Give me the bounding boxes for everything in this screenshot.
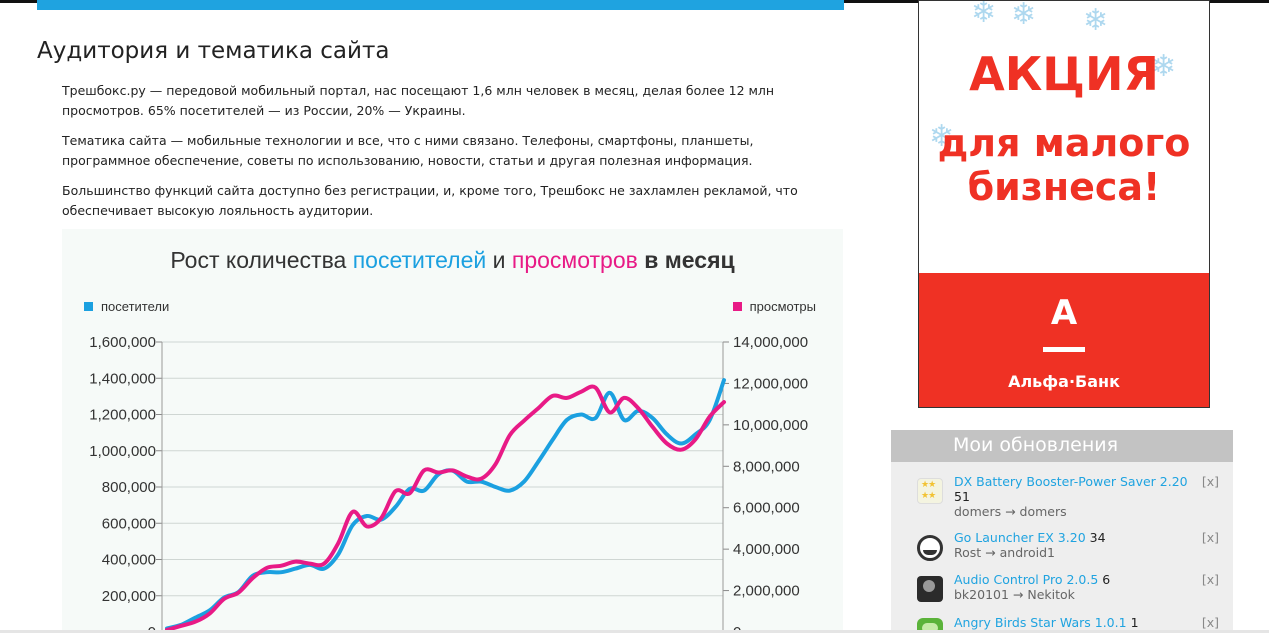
growth-chart: Рост количества посетителей и просмотров… (62, 229, 843, 633)
legend-label-views: просмотры (749, 299, 816, 314)
alfa-logo-icon: А (1050, 293, 1078, 333)
update-app-name[interactable]: Audio Control Pro 2.0.5 (954, 572, 1099, 587)
legend-swatch-visitors (84, 302, 93, 312)
right-axis-tick-label: 4,000,000 (733, 541, 800, 558)
left-axis-tick-label: 200,000 (102, 588, 156, 605)
right-axis-tick-label: 12,000,000 (733, 375, 808, 392)
update-count: 6 (1102, 572, 1111, 587)
alfa-logo-underline (1043, 347, 1085, 352)
series-line-visitors (165, 378, 726, 631)
right-axis-tick-label: 0 (733, 624, 741, 633)
update-users: bk20101 → Nekitok (954, 587, 1075, 602)
navigation-bar (37, 0, 844, 10)
update-item: Audio Control Pro 2.0.5 6 [x] bk20101 → … (891, 572, 1233, 608)
star-app-icon[interactable] (917, 478, 943, 504)
legend-views: просмотры (732, 299, 816, 314)
remove-update-button[interactable]: [x] (1201, 572, 1219, 587)
update-item: DX Battery Booster-Power Saver 2.20 [x] … (891, 474, 1233, 522)
page-title: Аудитория и тематика сайта (37, 38, 390, 64)
chart-title-visitors: посетителей (352, 247, 487, 273)
chart-title-part: в месяц (637, 247, 735, 273)
alfa-bank-ad[interactable]: ❄ ❄ ❄ ❄ ❄ АКЦИЯ для малого бизнеса! А Аль… (918, 0, 1210, 408)
snowflake-icon: ❄ (1011, 0, 1037, 32)
chart-title-views: просмотров (511, 247, 638, 273)
snowflake-icon: ❄ (1151, 49, 1177, 84)
update-app-name[interactable]: Go Launcher EX 3.20 (954, 530, 1086, 545)
audio-control-icon[interactable] (917, 576, 943, 602)
ad-line-2: для малого (937, 121, 1191, 165)
left-axis-tick-label: 1,400,000 (89, 370, 156, 387)
snowflake-icon: ❄ (1083, 3, 1109, 38)
snowflake-icon: ❄ (971, 0, 997, 30)
chart-title-part: Рост количества (170, 247, 353, 273)
bottom-divider (0, 630, 1269, 633)
update-count: 1 (1130, 615, 1139, 630)
series-line-views (165, 384, 726, 632)
update-item: Angry Birds Star Wars 1.0.1 1 [x] (891, 615, 1233, 633)
right-axis-tick-label: 8,000,000 (733, 458, 800, 475)
features-paragraph: Большинство функций сайта доступно без р… (62, 183, 798, 218)
ad-headline: АКЦИЯ (969, 47, 1159, 101)
updates-header: Мои обновления (891, 430, 1233, 462)
left-axis-tick-label: 800,000 (102, 479, 156, 496)
bank-name: Альфа·Банк (1008, 372, 1120, 391)
left-axis-tick-label: 0 (148, 624, 156, 633)
update-app-link[interactable]: Angry Birds Star Wars 1.0.1 1 (954, 615, 1139, 630)
update-users: Rost → android1 (954, 545, 1055, 560)
left-axis-tick-label: 1,600,000 (89, 334, 156, 351)
right-axis-tick-label: 6,000,000 (733, 500, 800, 517)
update-item: Go Launcher EX 3.20 34 [x] Rost → androi… (891, 530, 1233, 566)
legend-visitors: посетители (84, 299, 169, 314)
angry-birds-icon[interactable] (917, 618, 943, 633)
update-count: 34 (1089, 530, 1106, 545)
legend-swatch-views (732, 302, 742, 312)
update-app-name[interactable]: Angry Birds Star Wars 1.0.1 (954, 615, 1127, 630)
right-axis-tick-label: 2,000,000 (733, 583, 800, 600)
legend-label-visitors: посетители (101, 299, 170, 314)
update-users: domers → domers (954, 504, 1067, 519)
update-app-link[interactable]: Go Launcher EX 3.20 34 (954, 530, 1106, 545)
update-app-link[interactable]: Audio Control Pro 2.0.5 6 (954, 572, 1110, 587)
right-axis-tick-label: 10,000,000 (733, 417, 808, 434)
update-app-link[interactable]: DX Battery Booster-Power Saver 2.20 (954, 474, 1188, 489)
update-count: 51 (954, 489, 970, 504)
left-axis-tick-label: 600,000 (102, 515, 156, 532)
topic-paragraph: Тематика сайта — мобильные технологии и … (62, 133, 754, 168)
left-axis-tick-label: 400,000 (102, 552, 156, 569)
chart-plot: 0 200,000 400,000 600,000 800,000 1,000,000 1,… (89, 334, 808, 633)
remove-update-button[interactable]: [x] (1201, 530, 1219, 545)
updates-widget: Мои обновления DX Battery Booster-Power … (891, 430, 1233, 633)
left-axis-tick-label: 1,200,000 (89, 407, 156, 424)
snowflake-icon: ❄ (929, 119, 955, 154)
troll-face-icon[interactable] (917, 535, 943, 561)
chart-title-part: и (486, 247, 512, 273)
updates-title: Мои обновления (953, 434, 1119, 456)
left-axis-tick-label: 1,000,000 (89, 443, 156, 460)
right-axis-tick-label: 14,000,000 (733, 334, 808, 351)
ad-logo-block: А Альфа·Банк (919, 273, 1209, 407)
remove-update-button[interactable]: [x] (1201, 474, 1219, 489)
chart-title: Рост количества посетителей и просмотров… (62, 247, 843, 274)
ad-line-3: бизнеса! (967, 165, 1161, 209)
remove-update-button[interactable]: [x] (1201, 615, 1219, 630)
intro-paragraph: Трешбокс.ру — передовой мобильный портал… (62, 83, 775, 118)
ad-subheadline: для малого бизнеса! (919, 121, 1209, 209)
